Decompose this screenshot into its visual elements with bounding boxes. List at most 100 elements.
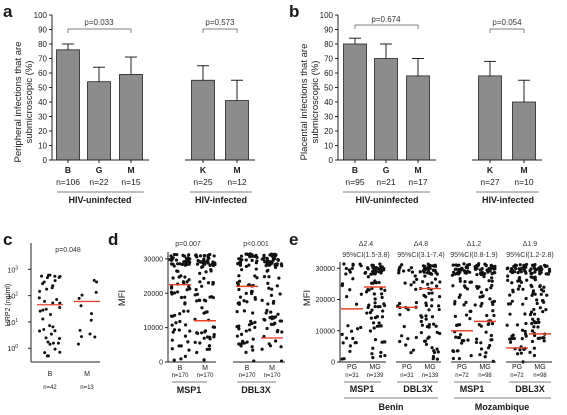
panel-a-comparison-bracket-1	[67, 28, 132, 33]
panel-a-pvalue-1: p=0.033	[84, 18, 114, 27]
e-data-point	[469, 280, 474, 284]
d-data-point	[198, 259, 202, 264]
e-data-point	[517, 276, 521, 281]
e-data-point	[533, 270, 537, 274]
e-data-point	[545, 293, 549, 297]
panel-e-annotations: Δ2.4 95%CI(1.5-3.8) Δ4.8 95%CI(3.1-7.4) Δ1.2…	[342, 241, 553, 259]
e-data-point	[438, 295, 442, 299]
a-ytick-label: 0	[43, 156, 48, 165]
c-ytick-exponent: 0	[15, 344, 18, 350]
e-data-point	[479, 272, 483, 277]
d-data-point	[272, 299, 276, 304]
e-data-point	[422, 270, 426, 274]
d-data-point	[250, 258, 254, 262]
e-data-point	[484, 330, 488, 334]
c-data-point	[55, 298, 59, 302]
e-n-label: n=139	[422, 373, 440, 379]
e-data-point	[510, 299, 514, 303]
d-data-point	[172, 328, 177, 332]
c-data-point	[53, 279, 57, 283]
e-data-point	[380, 295, 384, 300]
e-data-point	[355, 327, 360, 331]
e-data-point	[402, 269, 406, 273]
e-data-point	[369, 316, 373, 320]
panel-e-site-benin: Benin	[378, 402, 403, 412]
panel-d-ylabel: MFI	[117, 290, 128, 306]
c-ytick-label: 103	[7, 265, 18, 274]
e-data-point	[506, 274, 510, 278]
c-ytick-exponent: 2	[15, 292, 18, 298]
e-data-point	[402, 324, 406, 329]
e-data-point	[348, 344, 352, 348]
d-data-point	[262, 275, 267, 279]
c-category-label: M	[84, 371, 90, 378]
d-data-point	[198, 271, 202, 276]
e-data-point	[530, 293, 534, 297]
e-data-point	[428, 266, 432, 270]
e-n-label: n=72	[510, 373, 524, 379]
d-data-point	[200, 331, 204, 335]
d-data-point	[251, 348, 255, 352]
a-ytick-label: 80	[38, 40, 47, 49]
c-data-point	[93, 335, 97, 339]
e-data-point	[464, 313, 469, 317]
e-data-point	[533, 263, 537, 267]
d-data-point	[203, 330, 207, 334]
c-ytick-label: 102	[7, 292, 18, 301]
e-data-point	[524, 321, 528, 326]
e-n-label: n=72	[455, 373, 469, 379]
panel-e-antigen-msp1-benin: MSP1	[350, 384, 375, 394]
e-data-point	[468, 317, 472, 321]
e-data-point	[398, 339, 402, 344]
b-n-label: n=10	[514, 177, 533, 187]
e-data-point	[344, 266, 348, 271]
e-data-point	[383, 353, 387, 358]
panel-e-ylabel: MFI	[302, 290, 313, 306]
e-data-point	[403, 281, 407, 285]
panel-d-pvalue-dbl3x: p<0.001	[243, 241, 269, 248]
panel-c-pvalue: p=0.048	[55, 247, 81, 254]
c-data-point	[44, 307, 48, 311]
c-data-point	[58, 301, 62, 305]
d-data-point	[170, 338, 174, 342]
e-data-point	[521, 287, 525, 291]
e-data-point	[374, 281, 378, 285]
e-data-point	[377, 321, 381, 325]
e-category-label: MG	[479, 364, 490, 371]
c-data-point	[51, 325, 55, 329]
d-data-point	[237, 274, 241, 278]
e-data-point	[367, 303, 371, 307]
e-data-point	[528, 313, 533, 317]
d-data-point	[177, 328, 181, 332]
e-data-point	[450, 273, 455, 277]
panel-b-categories: Bn=95 Gn=21 Mn=17 Kn=27 Mn=10	[337, 159, 542, 187]
d-data-point	[238, 295, 243, 299]
c-data-point	[38, 289, 42, 293]
e-data-point	[455, 267, 459, 271]
e-data-point	[515, 323, 520, 327]
e-data-point	[419, 314, 423, 318]
d-data-point	[235, 310, 239, 314]
b-ytick-label: 10	[324, 142, 333, 151]
panel-a-bars	[56, 43, 249, 161]
d-data-point	[264, 260, 268, 264]
d-data-point	[175, 252, 179, 257]
e-data-point	[368, 311, 372, 315]
e-data-point	[453, 272, 457, 276]
e-data-point	[374, 266, 378, 270]
d-data-point	[208, 337, 212, 341]
e-data-point	[382, 267, 386, 271]
panel-c-points	[37, 273, 100, 358]
e-data-point	[415, 277, 419, 281]
e-data-point	[475, 337, 479, 341]
d-data-point	[204, 299, 208, 303]
d-n-label: n=170	[172, 373, 190, 379]
a-category-label: G	[96, 165, 103, 175]
e-data-point	[457, 295, 461, 299]
e-data-point	[411, 348, 416, 352]
e-data-point	[454, 335, 458, 339]
d-data-point	[273, 339, 278, 343]
d-data-point	[178, 262, 182, 266]
d-data-point	[198, 280, 202, 284]
